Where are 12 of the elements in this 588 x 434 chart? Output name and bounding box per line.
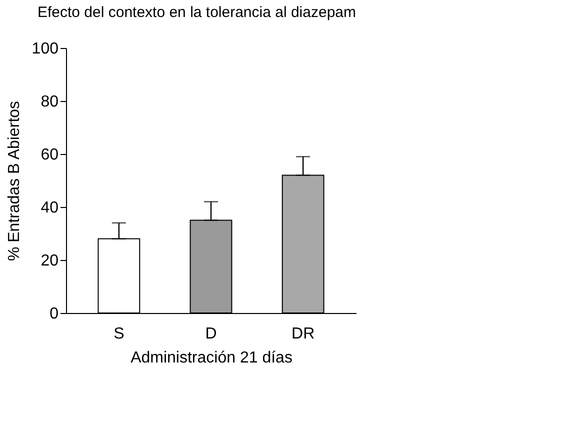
- x-tick-label: DR: [292, 326, 315, 342]
- y-tick-label: 0: [50, 306, 59, 322]
- y-axis-title: % Entradas B Abiertos: [6, 100, 23, 262]
- chart-title: Efecto del contexto en la tolerancia al diazepam: [37, 4, 356, 21]
- y-tick-label: 40: [40, 200, 59, 216]
- y-tick-label: 100: [32, 40, 59, 58]
- y-tick-label: 80: [40, 94, 59, 110]
- y-tick-label: 60: [40, 146, 59, 164]
- y-tick-label: 20: [40, 252, 59, 270]
- x-tick-label: S: [114, 326, 124, 342]
- x-tick-label: D: [205, 326, 217, 342]
- x-axis-title: Administración 21 días: [130, 350, 292, 366]
